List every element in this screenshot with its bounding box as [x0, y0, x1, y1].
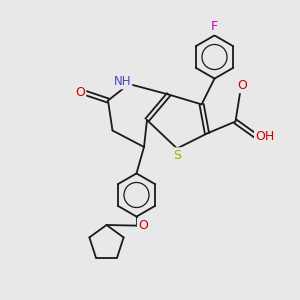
- Text: O: O: [75, 86, 85, 100]
- Text: O: O: [138, 219, 148, 232]
- Text: O: O: [238, 79, 247, 92]
- Text: OH: OH: [255, 130, 274, 143]
- Text: S: S: [173, 148, 181, 162]
- Text: NH: NH: [114, 75, 131, 88]
- Text: F: F: [211, 20, 218, 34]
